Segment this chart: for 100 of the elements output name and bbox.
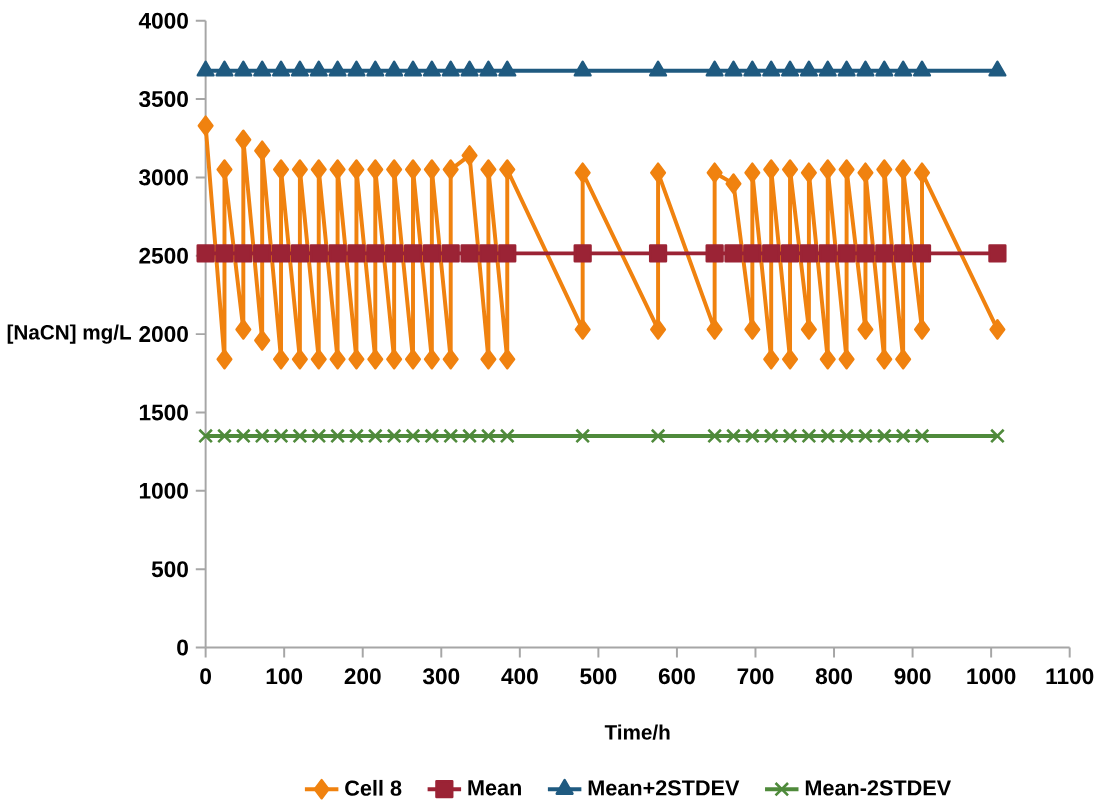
point bbox=[780, 244, 800, 263]
point bbox=[310, 348, 327, 370]
point bbox=[743, 244, 762, 263]
point bbox=[310, 159, 327, 180]
point bbox=[499, 428, 515, 444]
point bbox=[876, 159, 893, 180]
point bbox=[648, 60, 668, 77]
point bbox=[837, 60, 856, 77]
point bbox=[782, 428, 798, 444]
point bbox=[291, 348, 308, 370]
y-tick-label: 4000 bbox=[138, 12, 188, 29]
point bbox=[799, 60, 818, 77]
point bbox=[290, 244, 310, 263]
point bbox=[782, 159, 799, 180]
point bbox=[724, 60, 743, 77]
point bbox=[348, 159, 365, 180]
y-tick-label: 2000 bbox=[139, 325, 188, 342]
point bbox=[367, 348, 384, 370]
point bbox=[782, 348, 799, 370]
point bbox=[800, 318, 817, 340]
legend-label: Cell 8 bbox=[345, 779, 402, 796]
point bbox=[386, 428, 402, 444]
point bbox=[461, 144, 478, 166]
point bbox=[876, 348, 893, 370]
x-tick-label: 600 bbox=[658, 668, 695, 685]
point bbox=[216, 428, 232, 444]
point bbox=[706, 162, 723, 183]
point bbox=[988, 60, 1007, 77]
point bbox=[912, 60, 932, 77]
point bbox=[498, 60, 517, 77]
point bbox=[271, 60, 291, 77]
point bbox=[424, 428, 440, 444]
point bbox=[819, 348, 836, 370]
point bbox=[707, 428, 723, 444]
point bbox=[856, 244, 875, 263]
point bbox=[215, 60, 234, 77]
x-tick-label: 500 bbox=[580, 668, 617, 685]
x-tick-label: 700 bbox=[737, 668, 774, 685]
point bbox=[348, 428, 364, 444]
point bbox=[198, 428, 214, 444]
legend-label: Mean bbox=[468, 780, 521, 796]
point bbox=[744, 428, 760, 444]
point bbox=[196, 244, 215, 263]
point bbox=[479, 60, 498, 77]
point bbox=[292, 428, 308, 444]
point bbox=[235, 129, 252, 150]
point bbox=[403, 60, 423, 77]
point bbox=[818, 244, 837, 263]
x-tick-label: 300 bbox=[422, 668, 460, 685]
y-axis-title: [NaCN] mg/L bbox=[7, 324, 132, 344]
point bbox=[574, 162, 591, 183]
point bbox=[762, 60, 781, 77]
point bbox=[309, 244, 328, 263]
point bbox=[479, 244, 498, 263]
point bbox=[367, 159, 384, 180]
point bbox=[235, 428, 251, 444]
point bbox=[743, 60, 762, 77]
point bbox=[385, 244, 404, 263]
point bbox=[404, 348, 422, 370]
point bbox=[650, 428, 666, 444]
point bbox=[254, 329, 271, 351]
point bbox=[499, 159, 516, 180]
point bbox=[894, 244, 913, 263]
point bbox=[443, 428, 459, 444]
x-tick-label: 0 bbox=[200, 668, 211, 685]
point bbox=[913, 162, 931, 183]
point bbox=[573, 244, 592, 263]
point bbox=[442, 348, 459, 370]
point bbox=[309, 60, 328, 77]
point bbox=[705, 60, 724, 77]
point bbox=[573, 60, 592, 77]
point bbox=[462, 428, 478, 444]
point bbox=[235, 318, 252, 340]
point bbox=[423, 348, 440, 370]
point bbox=[650, 162, 667, 183]
point bbox=[480, 159, 497, 180]
y-tick-label: 1500 bbox=[139, 404, 188, 421]
point bbox=[801, 428, 817, 444]
point bbox=[744, 162, 761, 183]
point bbox=[839, 428, 855, 444]
point bbox=[988, 244, 1007, 263]
x-tick-label: 400 bbox=[501, 668, 538, 685]
point bbox=[480, 348, 497, 370]
point bbox=[725, 173, 742, 194]
point bbox=[460, 244, 479, 263]
point bbox=[441, 60, 460, 77]
point bbox=[498, 244, 517, 263]
x-tick-label: 800 bbox=[815, 668, 852, 685]
point bbox=[366, 244, 385, 263]
point bbox=[857, 428, 873, 444]
point bbox=[989, 318, 1006, 340]
point bbox=[838, 159, 855, 180]
y-tick-label: 1000 bbox=[139, 482, 188, 499]
point bbox=[422, 60, 441, 77]
point bbox=[838, 348, 855, 370]
point bbox=[253, 244, 272, 263]
point bbox=[648, 244, 668, 263]
point bbox=[328, 244, 347, 263]
point bbox=[234, 60, 253, 77]
point bbox=[290, 60, 309, 77]
